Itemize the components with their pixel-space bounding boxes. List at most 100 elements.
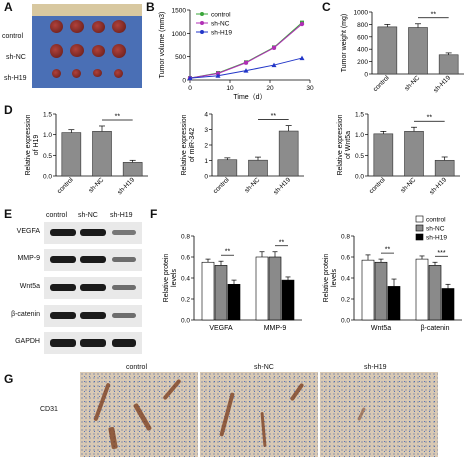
x-tick-label: sh-H19 <box>116 176 136 196</box>
y-tick-label: 0 <box>364 72 368 79</box>
wb-header-control: control <box>46 212 68 219</box>
bar <box>441 288 455 321</box>
wb-band <box>50 312 76 319</box>
significance-marker: ** <box>115 113 121 120</box>
significance-marker: ** <box>279 239 285 246</box>
wb-strip-gapdh <box>44 332 142 354</box>
chart-f1-protein-levels: 0.0 0.2 0.4 0.6 0.8 Relative protein levels VEG… <box>163 234 302 332</box>
panel-letter-b: B <box>146 0 155 14</box>
bar <box>434 159 455 177</box>
y-tick-label: 2 <box>204 143 208 150</box>
y-tick-label: 0.5 <box>43 153 52 160</box>
y-tick-label: 0.6 <box>181 255 190 262</box>
photo-row-label-sh-nc: sh-NC <box>6 54 26 61</box>
y-tick-label: 800 <box>357 22 368 29</box>
bar <box>278 130 299 177</box>
wb-band <box>80 229 106 236</box>
bar <box>377 26 398 75</box>
tumor-photo <box>32 4 142 88</box>
data-point <box>215 73 221 78</box>
tumor <box>72 69 81 78</box>
chart-f2-protein-levels: 0.0 0.2 0.4 0.6 0.8 Relative protein levels Wnt… <box>323 215 462 332</box>
bar <box>217 159 238 177</box>
y-tick-label: 0.4 <box>341 276 350 283</box>
data-point <box>299 21 305 27</box>
ihc-vessel <box>357 407 366 421</box>
x-tick-label: sh-H19 <box>272 176 292 196</box>
wb-strip-beta-catenin <box>44 305 142 327</box>
y-axis-label: Tumor weight (mg) <box>341 14 348 72</box>
panel-letter-e: E <box>4 207 13 221</box>
legend-swatch <box>415 224 424 232</box>
tumor <box>70 44 84 57</box>
ihc-vessel <box>132 402 153 432</box>
y-tick-label: 0 <box>204 174 208 181</box>
tumor <box>112 44 126 58</box>
ihc-image-control <box>80 372 198 457</box>
x-tick-label: sh-H19 <box>428 176 448 196</box>
wb-label-gapdh: GAPDH <box>15 338 40 345</box>
x-tick-label: sh-NC <box>87 176 105 194</box>
x-tick-label: control <box>368 176 387 195</box>
tumor <box>50 44 63 58</box>
y-axis-label: Relative protein <box>323 254 330 303</box>
tumor <box>70 20 84 33</box>
ihc-image-sh-nc <box>200 372 318 457</box>
chart-b-tumor-volume: 0 500 1000 1500 0 10 20 30 Time（d） Tumor volume (… <box>159 8 314 102</box>
tumor <box>112 20 126 33</box>
y-tick-label: 3 <box>204 127 208 134</box>
x-tick-label: VEGFA <box>209 325 233 332</box>
x-tick-label: 0 <box>188 85 192 92</box>
panel-letter-g: G <box>4 372 14 386</box>
bar <box>248 159 268 177</box>
data-point <box>271 62 277 68</box>
wb-band <box>112 230 136 235</box>
data-point <box>187 75 193 81</box>
bar <box>415 258 429 321</box>
wb-header-sh-nc: sh-NC <box>78 212 98 219</box>
y-tick-label: 0 <box>182 78 186 85</box>
x-tick-label: control <box>372 74 391 93</box>
y-axis-label: of Wnt5a <box>345 131 352 159</box>
wb-band <box>112 339 136 347</box>
bar <box>374 261 388 321</box>
y-axis-label: Relative expression <box>181 114 188 175</box>
bar <box>268 256 282 321</box>
data-point <box>299 55 305 61</box>
significance-marker: ** <box>385 247 391 254</box>
x-tick-label: sh-NC <box>399 176 417 194</box>
wb-band <box>50 256 76 263</box>
ihc-vessel <box>108 426 118 450</box>
x-axis-label: Time（d） <box>233 93 266 101</box>
significance-marker: ** <box>431 11 437 18</box>
ruler <box>32 4 142 16</box>
y-tick-label: 1.0 <box>355 132 364 139</box>
y-tick-label: 1.5 <box>355 112 364 119</box>
y-tick-label: 0.2 <box>341 297 350 304</box>
ihc-header-sh-h19: sh-H19 <box>364 364 387 371</box>
y-tick-label: 500 <box>175 54 186 61</box>
bar <box>122 162 143 177</box>
significance-marker: ** <box>225 249 231 256</box>
y-tick-label: 0.0 <box>341 318 350 325</box>
wb-label-beta-catenin: β-catenin <box>11 311 40 318</box>
chart-d2-mir342: 0 1 2 3 4 Relative expression of miR-342 contro… <box>181 112 304 196</box>
wb-band <box>112 313 136 318</box>
x-tick-label: sh-H19 <box>432 74 452 94</box>
chart-d1-h19: 0.0 0.5 1.0 1.5 Relative expression of H19 con… <box>25 112 148 196</box>
panel-letter-c: C <box>322 0 331 14</box>
y-tick-label: 4 <box>204 112 208 119</box>
x-tick-label: control <box>56 176 75 195</box>
y-tick-label: 0.6 <box>341 255 350 262</box>
photo-row-label-sh-h19: sh-H19 <box>4 75 27 82</box>
y-tick-label: 1500 <box>172 8 187 15</box>
y-axis-label: levels <box>171 269 178 287</box>
legend-marker <box>200 21 204 25</box>
bar <box>61 132 82 177</box>
panel-letter-a: A <box>4 0 13 14</box>
y-axis-label: levels <box>331 269 338 287</box>
y-tick-label: 0.0 <box>355 174 364 181</box>
wb-label-vegfa: VEGFA <box>16 228 40 235</box>
ihc-row-label-cd31: CD31 <box>40 406 58 413</box>
bar <box>438 54 459 75</box>
